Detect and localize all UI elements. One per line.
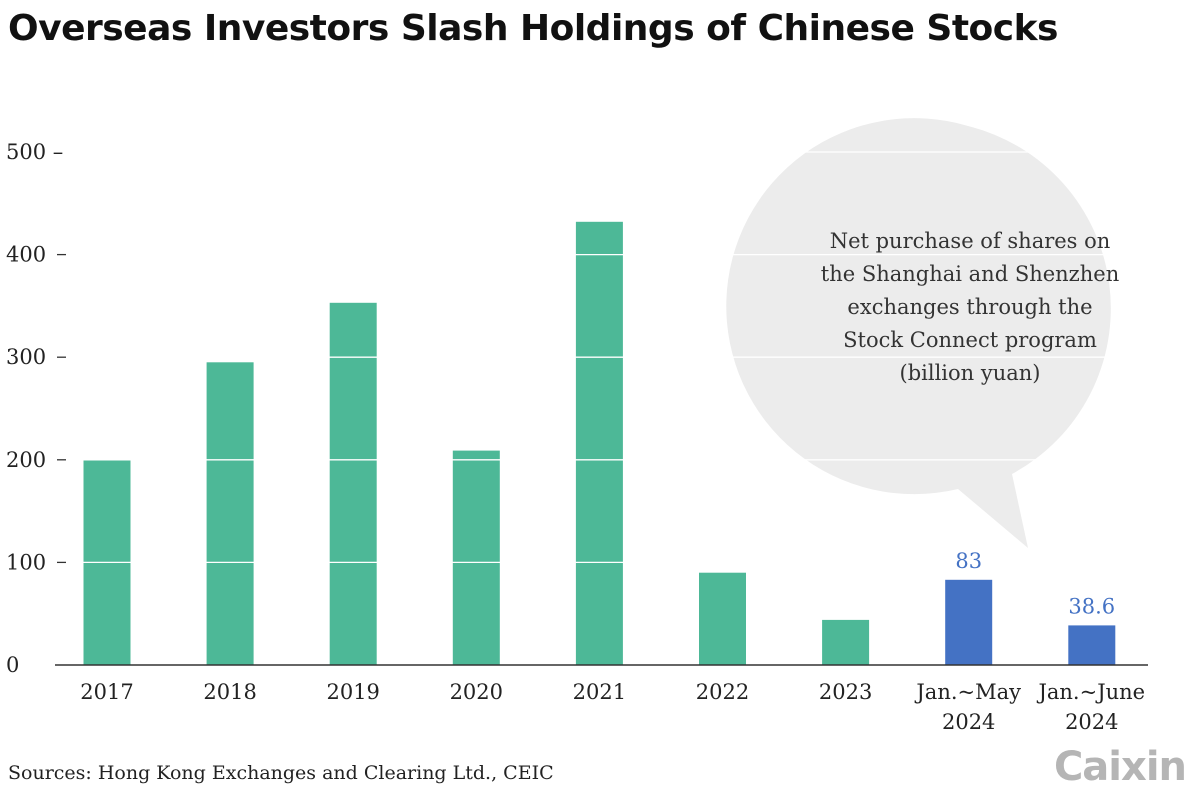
x-tick-label: 2018 [203, 680, 256, 704]
bar-2019 [329, 302, 377, 665]
source-note: Sources: Hong Kong Exchanges and Clearin… [8, 762, 554, 784]
annotation-line: Stock Connect program [843, 328, 1097, 352]
caixin-logo: Caixin [1053, 744, 1187, 790]
x-tick-label-line: 2018 [203, 680, 256, 704]
bar-jan-june-2024 [1068, 625, 1116, 665]
x-tick-label: 2023 [819, 680, 872, 704]
y-tick-label: 500 – [6, 140, 63, 164]
bar-2021 [575, 221, 623, 666]
x-tick-label-line: 2024 [942, 710, 995, 734]
annotation-line: Net purchase of shares on [830, 229, 1111, 253]
annotation-bubble [726, 118, 1111, 549]
bar-2022 [699, 572, 746, 665]
y-tick-label: 400 [6, 243, 46, 267]
x-tick-label: Jan.~May 2024 [914, 680, 1021, 734]
annotation-line: (billion yuan) [900, 361, 1041, 385]
x-tick-label: 2019 [326, 680, 379, 704]
annotation-line: exchanges through the [847, 295, 1092, 319]
x-tick-label: 2020 [450, 680, 503, 704]
x-tick-label: 2017 [80, 680, 133, 704]
annotation-line: the Shanghai and Shenzhen [821, 262, 1119, 286]
x-tick-label-line: Jan.~May [914, 680, 1021, 704]
y-tick-label: 100 [6, 550, 46, 574]
y-tick-label: 0 [6, 653, 19, 677]
y-tick-label: 200 [6, 448, 46, 472]
x-tick-label-line: 2021 [573, 680, 626, 704]
y-tick-label: 300 [6, 345, 46, 369]
x-tick-label-line: Jan.~June [1036, 680, 1145, 704]
data-label: 83 [955, 549, 982, 573]
x-tick-label-line: 2023 [819, 680, 872, 704]
bar-2023 [822, 619, 870, 665]
x-tick-label: Jan.~June 2024 [1036, 680, 1145, 734]
annotation-text: Net purchase of shares on the Shanghai an… [821, 229, 1119, 385]
x-tick-label-line: 2020 [450, 680, 503, 704]
x-tick-label: 2021 [573, 680, 626, 704]
chart-title: Overseas Investors Slash Holdings of Chi… [8, 8, 1058, 49]
x-tick-label-line: 2019 [326, 680, 379, 704]
x-tick-label-line: 2024 [1065, 710, 1118, 734]
x-tick-label-line: 2017 [80, 680, 133, 704]
x-tick-label: 2022 [696, 680, 749, 704]
bar-2020 [452, 450, 500, 665]
data-label: 38.6 [1068, 594, 1115, 618]
bar-2018 [206, 362, 254, 665]
x-tick-label-line: 2022 [696, 680, 749, 704]
bar-jan-may-2024 [945, 579, 993, 665]
